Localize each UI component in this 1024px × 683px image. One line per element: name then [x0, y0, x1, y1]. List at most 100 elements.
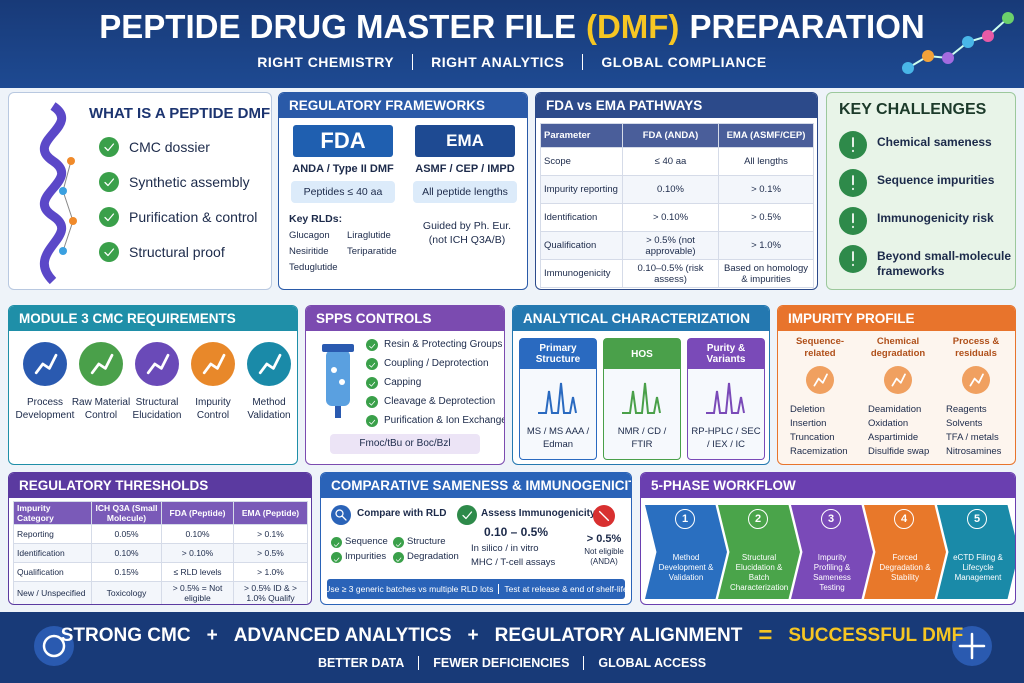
card-methods: RP-HPLC / SEC / IEX / IC — [691, 426, 761, 450]
column-title: Process & residuals — [952, 336, 1000, 359]
what-is-panel: WHAT IS A PEPTIDE DMF? CMC dossier Synthet… — [8, 92, 272, 290]
pathways-panel: FDA vs EMA PATHWAYS Parameter FDA (ANDA) EM… — [535, 92, 818, 290]
challenge-icon-glyph — [852, 175, 854, 191]
card-graphic — [622, 377, 662, 417]
list-item: Aspartimide — [868, 432, 919, 443]
table-header-cell: EMA (Peptide) — [233, 501, 308, 525]
analytical-card: Purity & Variants RP-HPLC / SEC / IEX / I… — [687, 338, 765, 460]
check-icon — [331, 537, 342, 548]
check-icon-glyph — [395, 557, 402, 562]
panel-title: KEY CHALLENGES — [839, 101, 987, 118]
title-highlight: (DMF) — [585, 8, 680, 45]
list-item: Sequence — [345, 536, 388, 547]
phase-label: Impurity Profiling & Sameness Testing — [813, 553, 851, 592]
module-icon — [23, 342, 67, 386]
thresholds-panel: REGULATORY THRESHOLDS Impurity Category IC… — [8, 472, 312, 605]
phase-number: 2 — [748, 509, 768, 529]
table: Parameter FDA (ANDA) EMA (ASMF/CEP) Scope ≤ … — [540, 123, 814, 288]
table-cell: > 0.5% — [718, 203, 814, 232]
table-cell: Immunogenicity — [540, 259, 623, 288]
phase-label: Forced Degradation & Stability — [879, 553, 931, 582]
phase-label: Method Development & Validation — [658, 553, 714, 582]
check-icon — [366, 377, 378, 389]
scope-pill: All peptide lengths — [413, 181, 517, 203]
challenge-icon — [839, 245, 867, 273]
check-icon — [99, 172, 119, 192]
check-icon-glyph — [104, 178, 115, 187]
panel-title: COMPARATIVE SAMENESS & IMMUNOGENICITY — [321, 473, 631, 498]
list-item: Disulfide swap — [868, 446, 930, 457]
title-main: PEPTIDE DRUG MASTER FILE — [99, 8, 576, 45]
not-eligible-value: > 0.5% — [586, 533, 622, 545]
equation-term: STRONG CMC — [60, 625, 191, 646]
logo: FDA — [293, 125, 393, 157]
list-item: MHC / T-cell assays — [471, 557, 556, 568]
module-label: Raw Material Control — [71, 397, 131, 421]
check-icon-glyph — [369, 381, 376, 387]
challenges-panel: KEY CHALLENGES Chemical sameness Sequence … — [826, 92, 1016, 290]
phase-number: 1 — [675, 509, 695, 529]
phase-chevron: 4 Forced Degradation & Stability — [864, 505, 946, 599]
list-item: CMC dossier — [129, 139, 210, 155]
module-icon — [191, 342, 235, 386]
title-end: PREPARATION — [689, 8, 925, 45]
footer-item: Test at release & end of shelf-life — [498, 584, 631, 594]
molecule — [900, 6, 1020, 76]
check-icon-glyph — [369, 362, 376, 368]
column-title: Sequence-related — [795, 336, 845, 359]
table-row: Identification 0.10% > 0.10% > 0.5% — [13, 543, 308, 563]
list-item: Degradation — [407, 551, 459, 562]
subtitle: RIGHT CHEMISTRY RIGHT ANALYTICS GLOBAL COM… — [0, 54, 1024, 70]
operator: + — [467, 625, 479, 646]
list-item: Sequence impurities — [877, 173, 995, 187]
check-icon-glyph — [333, 542, 340, 547]
tagline: FEWER DEFICIENCIES — [418, 656, 583, 670]
card-methods: MS / MS AAA / Edman — [526, 426, 590, 450]
globe-icon — [952, 626, 992, 666]
card-graphic — [706, 377, 746, 417]
list-item: Chemical sameness — [877, 135, 992, 149]
list-item: Deamidation — [868, 404, 922, 415]
title: PEPTIDE DRUG MASTER FILE (DMF) PREPARATION — [0, 8, 1024, 46]
list-item: Racemization — [790, 446, 848, 457]
impurity-icon-glyph — [891, 373, 906, 387]
list-item: Synthetic assembly — [129, 174, 250, 190]
table-cell: Toxicology — [91, 581, 162, 604]
analytical-card: HOS NMR / CD / FTIR — [603, 338, 681, 460]
footer-item: Use ≥ 3 generic batches vs multiple RLD … — [324, 584, 494, 594]
table-cell: Scope — [540, 147, 623, 176]
panel-title: REGULATORY THRESHOLDS — [9, 473, 311, 498]
taglines: BETTER DATA FEWER DEFICIENCIES GLOBAL ACCE… — [0, 656, 1024, 670]
reactor-graphic — [322, 344, 354, 418]
list-item: Reagents — [946, 404, 987, 415]
impurity-icon-glyph — [813, 373, 828, 387]
table-cell: > 1.0% — [718, 231, 814, 260]
spectrum — [706, 382, 745, 414]
analytical-panel: ANALYTICAL CHARACTERIZATION Primary Struc… — [512, 305, 770, 465]
table-cell: Qualification — [540, 231, 623, 260]
module-icon — [247, 342, 291, 386]
globe-icon-glyph — [958, 632, 986, 660]
module-icon-glyph — [202, 353, 226, 375]
shield-icon — [457, 505, 477, 525]
module-icon — [79, 342, 123, 386]
check-icon-glyph — [369, 419, 376, 425]
spps-panel: SPPS CONTROLS Resin & Protecting Groups Co… — [305, 305, 505, 465]
block-title: Assess Immunogenicity — [481, 508, 596, 519]
check-icon — [99, 137, 119, 157]
table-row: Qualification 0.15% ≤ RLD levels > 1.0% — [13, 562, 308, 582]
phase-chevron: 3 Impurity Profiling & Sameness Testing — [791, 505, 873, 599]
table: Impurity Category ICH Q3A (Small Molecule… — [13, 501, 308, 604]
target-icon — [34, 626, 74, 666]
table-header-row: Impurity Category ICH Q3A (Small Molecule… — [13, 501, 308, 525]
rld-item: Teduglutide — [289, 262, 338, 273]
table-cell: 0.10% — [622, 175, 719, 204]
no-icon — [593, 505, 615, 527]
module-icon-glyph — [90, 353, 114, 375]
panel-title: 5-PHASE WORKFLOW — [641, 473, 1015, 498]
table-cell: > 0.5% (not approvable) — [622, 231, 719, 260]
check-icon — [366, 358, 378, 370]
table-cell: 0.10–0.5% (risk assess) — [622, 259, 719, 288]
framework-name: ANDA / Type II DMF — [292, 163, 394, 175]
phase-chevron: 2 Structural Elucidation & Batch Characte… — [718, 505, 800, 599]
